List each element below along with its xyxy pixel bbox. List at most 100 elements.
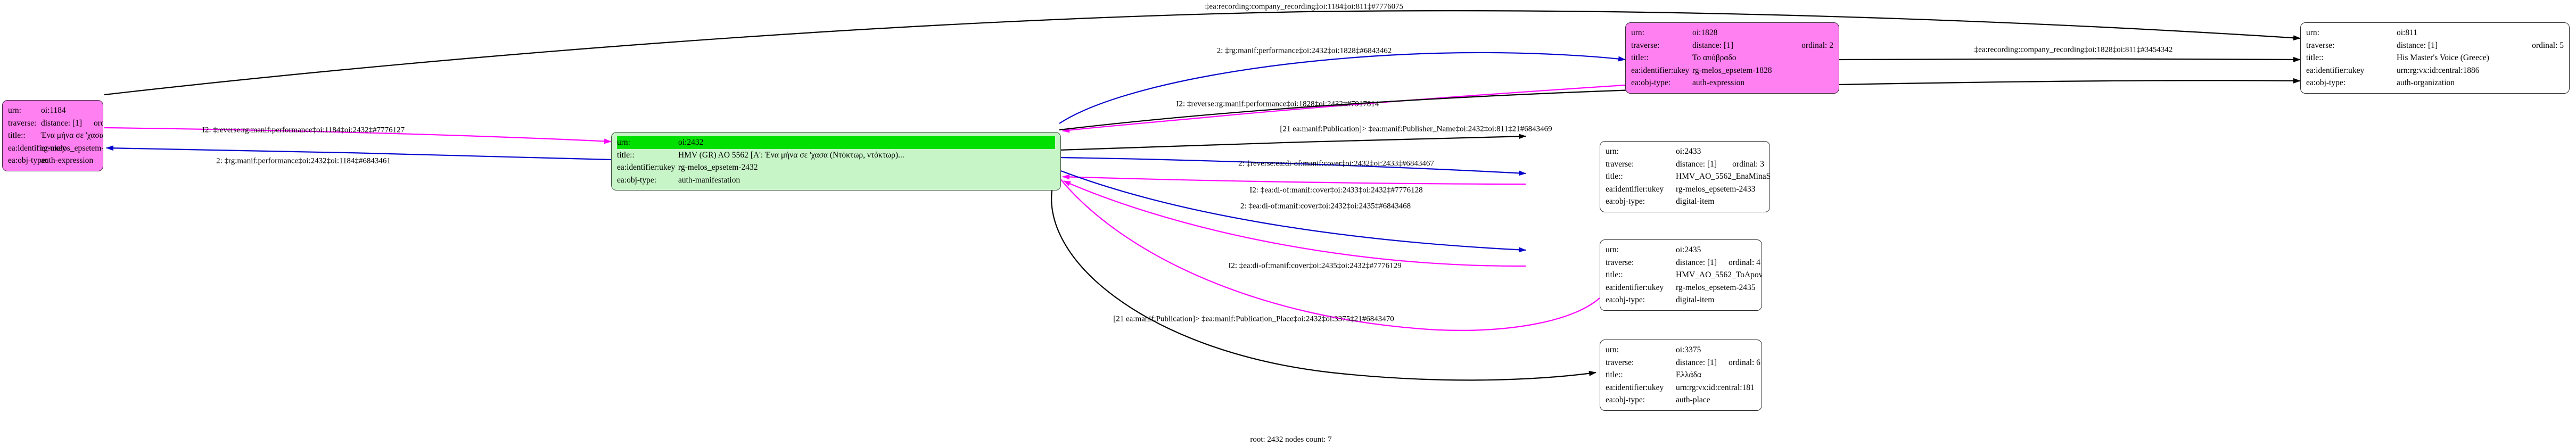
field-label-traverse: traverse: <box>1606 258 1634 267</box>
node-row-ukey: ea:identifier:ukey rg-melos_epsetem-1184 <box>8 142 103 155</box>
field-value-urn: oi:1828 <box>1692 28 1718 37</box>
node-row-title: title:: HMV (GR) AO 5562 [A': Ένα μήνα σ… <box>617 149 1055 162</box>
node-oi-3375[interactable]: urn: oi:3375 traverse: distance: [1] ord… <box>1600 340 1762 411</box>
field-value-ukey: rg-melos_epsetem-2435 <box>1676 283 1756 292</box>
field-value-title: Το απόβραδο <box>1692 53 1736 63</box>
node-row-objtype: ea:obj-type: digital-item <box>1606 294 1756 307</box>
field-value-objtype: digital-item <box>1676 295 1715 305</box>
field-label-ukey: ea:identifier:ukey <box>1606 383 1664 392</box>
node-row-traverse: traverse: distance: [1] ordinal: 5 <box>2306 39 2564 52</box>
field-value-ordinal: ordinal: 5 <box>2532 40 2564 50</box>
field-value-ordinal: ordinal: 6 <box>1729 358 1760 367</box>
edge-2432-to-2433 <box>1059 134 1526 151</box>
node-row-ukey: ea:identifier:ukey urn:rg:vx:id:central:… <box>2306 64 2564 77</box>
edge-bottom-magenta <box>1059 177 1600 331</box>
edge-label-recording-1184-811: ‡ea:recording:company_recording‡oi:1184‡… <box>1205 2 1404 11</box>
node-row-urn: urn: oi:2432 <box>617 136 1055 149</box>
field-value-objtype: auth-expression <box>1692 78 1745 88</box>
node-row-urn: urn: oi:2433 <box>1606 145 1764 158</box>
field-value-ordinal: ordinal: 1 <box>94 118 103 128</box>
node-row-objtype: ea:obj-type: auth-expression <box>1631 77 1833 89</box>
field-label-traverse: traverse: <box>1631 40 1660 50</box>
node-row-urn: urn: oi:2435 <box>1606 244 1756 256</box>
node-row-objtype: ea:obj-type: auth-place <box>1606 394 1756 407</box>
field-value-ukey: rg-melos_epsetem-2432 <box>678 163 758 172</box>
field-label-urn: urn: <box>1606 245 1619 254</box>
field-label-objtype: ea:obj-type: <box>1606 197 1645 206</box>
field-label-urn: urn: <box>1631 28 1644 37</box>
field-value-objtype: auth-place <box>1676 395 1710 405</box>
field-value-objtype: auth-organization <box>2397 78 2455 88</box>
field-value-ukey: rg-melos_epsetem-2433 <box>1676 184 1756 194</box>
field-value-urn: oi:2433 <box>1676 147 1701 156</box>
node-oi-2435[interactable]: urn: oi:2435 traverse: distance: [1] ord… <box>1600 239 1762 311</box>
edge-1184-to-811 <box>104 10 2301 96</box>
field-value-ukey: rg-melos_epsetem-1828 <box>1692 65 1772 75</box>
edge-label-reverse-performance-1184-2432: I2: ‡reverse:rg:manif:performance‡oi:118… <box>202 126 405 135</box>
field-value-title: Ένα μήνα σε 'χασα (Ντόκτωρ, ντόκτωρ) <box>41 131 103 140</box>
field-value-ukey: urn:rg:vx:id:central:1886 <box>2397 65 2480 75</box>
node-row-urn: urn: oi:811 <box>2306 27 2564 39</box>
field-label-ukey: ea:identifier:ukey <box>617 163 676 172</box>
field-label-objtype: ea:obj-type: <box>2306 78 2346 88</box>
field-value-title: Ελλάδα <box>1676 370 1702 380</box>
node-row-title: title:: Ελλάδα <box>1606 369 1756 382</box>
node-row-ukey: ea:identifier:ukey urn:rg:vx:id:central:… <box>1606 382 1756 394</box>
node-row-traverse: traverse: distance: [1] ordinal: 1 <box>8 117 103 130</box>
field-value-traverse: distance: [1] <box>1676 258 1717 267</box>
node-row-ukey: ea:identifier:ukey rg-melos_epsetem-1828 <box>1631 64 1833 77</box>
field-value-objtype: auth-expression <box>41 156 94 165</box>
field-value-ordinal: ordinal: 3 <box>1732 159 1764 169</box>
node-oi-811[interactable]: urn: oi:811 traverse: distance: [1] ordi… <box>2300 22 2570 94</box>
edge-label-performance-2432-1184: 2: ‡rg:manif:performance‡oi:2432‡oi:1184… <box>216 156 391 165</box>
field-label-objtype: ea:obj-type: <box>617 175 657 185</box>
field-label-urn: urn: <box>1606 345 1619 354</box>
field-label-objtype: ea:obj-type: <box>1606 295 1645 305</box>
field-value-traverse: distance: [1] <box>41 118 83 128</box>
node-row-objtype: ea:obj-type: digital-item <box>1606 195 1764 208</box>
field-label-ukey: ea:identifier:ukey <box>1631 65 1690 75</box>
field-label-ukey: ea:identifier:ukey <box>8 143 67 153</box>
node-oi-2433[interactable]: urn: oi:2433 traverse: distance: [1] ord… <box>1600 141 1770 212</box>
edge-2432-to-1828 <box>1059 52 1626 124</box>
field-value-traverse: distance: [1] <box>2397 40 2438 50</box>
field-label-title: title:: <box>2306 53 2324 63</box>
field-value-urn: oi:1184 <box>41 106 66 115</box>
node-row-traverse: traverse: distance: [1] ordinal: 3 <box>1606 158 1764 171</box>
field-label-traverse: traverse: <box>2306 40 2335 50</box>
node-row-objtype: ea:obj-type: auth-manifestation <box>617 174 1055 187</box>
field-label-objtype: ea:obj-type: <box>1606 395 1645 405</box>
node-oi-1184[interactable]: urn: oi:1184 traverse: distance: [1] ord… <box>2 100 103 171</box>
node-row-ukey: ea:identifier:ukey rg-melos_epsetem-2432 <box>617 161 1055 174</box>
field-value-title: HMV (GR) AO 5562 [A': Ένα μήνα σε 'χασα … <box>678 150 904 160</box>
node-oi-2432[interactable]: urn: oi:2432 title:: HMV (GR) AO 5562 [A… <box>611 132 1061 191</box>
field-value-ordinal: ordinal: 2 <box>1801 40 1833 50</box>
field-value-traverse: distance: [1] <box>1692 40 1734 50</box>
field-label-objtype: ea:obj-type: <box>8 156 48 165</box>
field-value-traverse: distance: [1] <box>1676 358 1717 367</box>
edge-label-publisher-name-2432-811: [21 ea:manif:Publication]> ‡ea:manif:Pub… <box>1280 125 1552 134</box>
field-label-title: title:: <box>8 131 26 140</box>
node-row-urn: urn: oi:1828 <box>1631 27 1833 39</box>
field-label-urn: urn: <box>8 106 21 115</box>
field-value-ukey: urn:rg:vx:id:central:181 <box>1676 383 1755 392</box>
edge-1828-to-811 <box>1839 56 2301 62</box>
edge-label-performance-2432-1828: 2: ‡rg:manif:performance‡oi:2432‡oi:1828… <box>1216 46 1392 55</box>
edge-label-publication-place-2432-3375: [21 ea:manif:Publication]> ‡ea:manif:Pub… <box>1113 314 1394 324</box>
field-label-title: title:: <box>1606 370 1623 380</box>
field-value-urn: oi:3375 <box>1676 345 1701 354</box>
field-value-ordinal: ordinal: 4 <box>1729 258 1760 267</box>
field-label-urn: urn: <box>617 136 678 149</box>
field-label-urn: urn: <box>2306 28 2319 37</box>
graph-footer: root: 2432 nodes count: 7 <box>1250 435 1332 444</box>
edge-label-cover-2435-2432: I2: ‡ea:di-of:manif:cover‡oi:2435‡oi:243… <box>1228 261 1402 270</box>
field-label-traverse: traverse: <box>1606 358 1634 367</box>
field-value-urn: oi:811 <box>2397 28 2418 37</box>
node-row-objtype: ea:obj-type: auth-expression <box>8 154 97 167</box>
node-oi-1828[interactable]: urn: oi:1828 traverse: distance: [1] ord… <box>1625 22 1839 94</box>
field-value-urn: oi:2435 <box>1676 245 1701 254</box>
field-value-objtype: digital-item <box>1676 197 1715 206</box>
edge-label-reverse-cover-2432-2433: 2: ‡reverse:ea:di-of:manif:cover‡oi:2432… <box>1238 159 1434 168</box>
